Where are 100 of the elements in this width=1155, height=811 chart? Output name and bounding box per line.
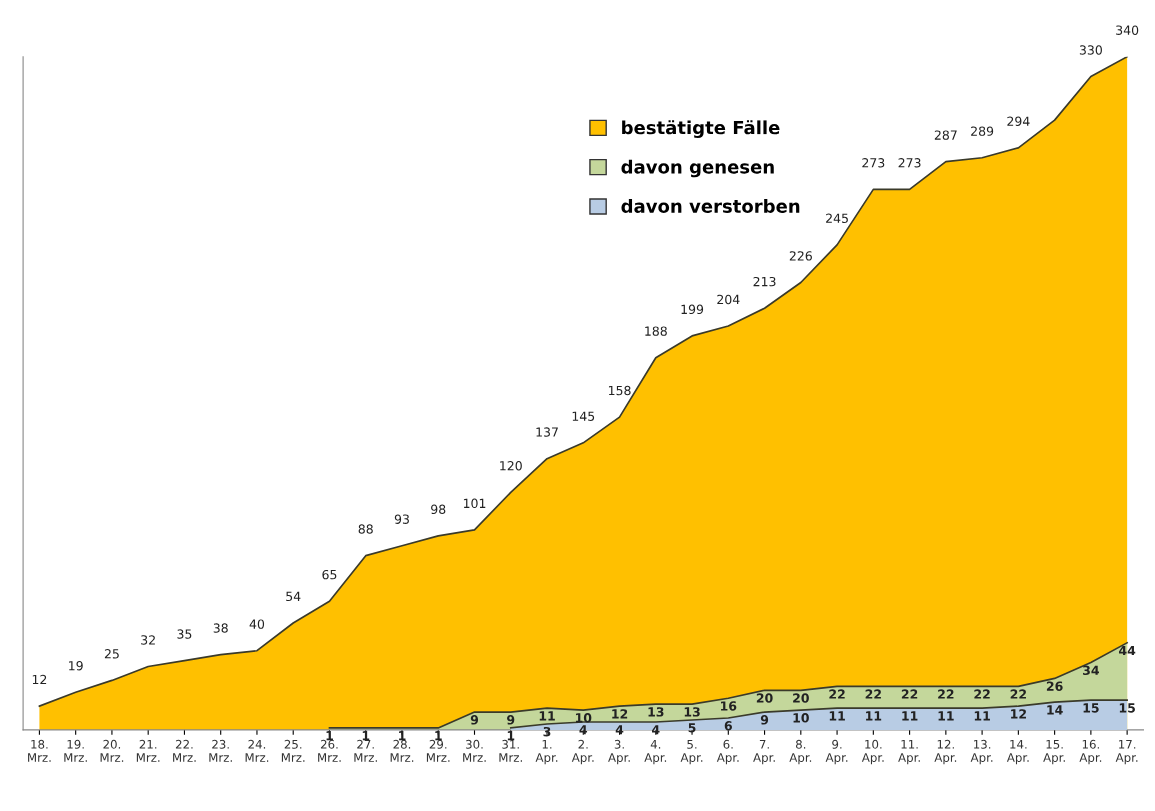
data-label: 12	[1011, 709, 1026, 719]
data-label: 158	[608, 385, 631, 396]
data-label: 22	[938, 689, 954, 699]
data-label: 10	[575, 713, 592, 723]
legend-label: davon genesen	[621, 159, 774, 178]
x-tick-label: 14. Apr.	[1006, 739, 1029, 765]
data-label: 32	[141, 635, 155, 645]
data-label: 19	[69, 660, 83, 671]
data-label: 1	[507, 731, 515, 741]
data-label: 120	[500, 461, 522, 471]
data-label: 54	[286, 591, 301, 602]
data-label: 15	[1083, 703, 1099, 713]
data-label: 4	[579, 725, 588, 735]
legend-label: davon verstorben	[621, 198, 800, 213]
data-label: 4	[652, 725, 660, 735]
data-label: 16	[721, 701, 737, 711]
x-tick-label: 27. Mrz.	[354, 739, 377, 762]
data-label: 98	[431, 504, 446, 515]
data-label: 11	[974, 711, 990, 721]
data-label: 12	[32, 674, 47, 685]
data-label: 188	[645, 326, 667, 336]
data-label: 273	[862, 158, 885, 168]
data-label: 22	[829, 689, 845, 699]
data-label: 20	[756, 693, 773, 703]
x-tick-label: 10. Apr.	[861, 739, 884, 765]
x-tick-label: 20. Mrz.	[100, 739, 124, 762]
data-label: 13	[648, 707, 664, 717]
data-label: 9	[507, 715, 515, 725]
x-tick-label: 5. Apr.	[680, 739, 703, 765]
data-label: 204	[717, 294, 740, 305]
data-label: 330	[1079, 45, 1102, 55]
x-tick-label: 7. Apr.	[753, 739, 775, 765]
x-tick-label: 31. Mrz.	[499, 739, 522, 762]
data-label: 1	[399, 731, 406, 741]
data-label: 38	[213, 623, 228, 633]
data-label: 35	[177, 629, 192, 639]
x-tick-label: 23. Mrz.	[209, 739, 232, 762]
data-label: 11	[902, 711, 918, 721]
x-tick-label: 16. Apr.	[1079, 739, 1102, 765]
data-label: 65	[322, 569, 337, 580]
data-label: 137	[536, 427, 558, 437]
data-label: 22	[865, 689, 881, 699]
x-tick-label: 12. Apr.	[934, 739, 957, 765]
x-tick-label: 4. Apr.	[644, 739, 667, 765]
data-label: 88	[358, 524, 373, 534]
data-label: 199	[681, 304, 704, 315]
data-label: 5	[688, 723, 696, 733]
data-label: 1	[326, 731, 333, 741]
x-tick-label: 30. Mrz.	[463, 739, 486, 762]
data-label: 3	[543, 726, 551, 737]
data-label: 6	[724, 721, 732, 731]
data-label: 11	[829, 711, 845, 721]
data-label: 34	[1083, 665, 1099, 676]
x-tick-label: 8. Apr.	[789, 739, 812, 765]
data-label: 93	[394, 514, 409, 524]
x-tick-label: 15. Apr.	[1043, 739, 1065, 765]
data-label: 1	[362, 731, 370, 741]
x-tick-label: 6. Apr.	[716, 739, 739, 765]
data-label: 20	[793, 693, 809, 703]
data-label: 10	[793, 713, 809, 723]
data-label: 9	[760, 715, 769, 725]
x-tick-label: 13. Apr.	[970, 739, 993, 765]
data-label: 14	[1047, 705, 1063, 715]
x-tick-label: 22. Mrz.	[173, 739, 196, 762]
data-label: 4	[615, 725, 624, 735]
data-label: 1	[435, 731, 442, 741]
data-label: 13	[684, 707, 700, 717]
data-label: 245	[826, 213, 848, 223]
x-tick-label: 11. Apr.	[898, 739, 920, 765]
legend-label: bestätigte Fälle	[622, 120, 780, 139]
x-tick-label: 25. Mrz.	[281, 739, 305, 762]
data-label: 12	[612, 709, 628, 719]
data-label: 11	[866, 711, 882, 721]
data-label: 15	[1119, 703, 1135, 713]
x-tick-label: 24. Mrz.	[245, 739, 269, 762]
x-tick-label: 18. Mrz.	[28, 739, 51, 762]
data-label: 44	[1119, 645, 1136, 656]
data-label: 9	[470, 715, 479, 725]
data-label: 40	[249, 619, 265, 629]
x-tick-label: 21. Mrz.	[136, 739, 160, 762]
x-tick-label: 2. Apr.	[571, 739, 594, 765]
data-label: 287	[934, 130, 957, 140]
data-label: 22	[1010, 689, 1026, 699]
x-tick-label: 19. Mrz.	[64, 739, 87, 762]
x-tick-label: 26. Mrz.	[318, 739, 341, 762]
x-tick-label: 29. Mrz.	[426, 739, 450, 762]
data-label: 26	[1046, 681, 1063, 691]
x-tick-label: 3. Apr.	[608, 739, 630, 765]
data-label: 294	[1007, 116, 1030, 126]
x-tick-label: 28. Mrz.	[390, 739, 414, 762]
x-tick-label: 9. Apr.	[825, 739, 848, 765]
data-label: 289	[971, 126, 994, 136]
data-label: 226	[789, 251, 812, 261]
data-label: 11	[938, 711, 954, 721]
data-label: 273	[898, 158, 921, 168]
data-label: 22	[974, 689, 990, 699]
data-label: 145	[572, 411, 595, 421]
data-label: 25	[104, 649, 119, 659]
data-label: 340	[1116, 25, 1139, 35]
x-tick-label: 1. Apr.	[535, 739, 558, 765]
